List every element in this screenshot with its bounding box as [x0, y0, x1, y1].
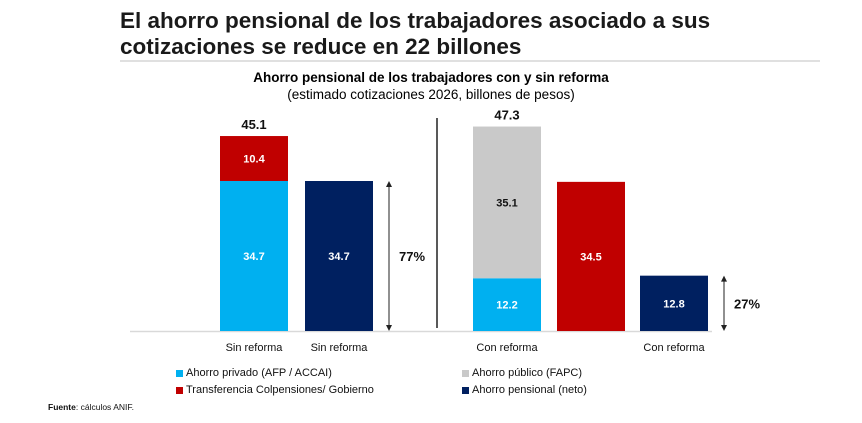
percentage-annotation: 27%: [734, 296, 760, 311]
source-text: : cálculos ANIF.: [75, 402, 134, 412]
legend-swatch: [176, 369, 183, 377]
category-label: Sin reforma: [311, 342, 369, 354]
bar-segment: [220, 136, 288, 181]
source-note: Fuente: cálculos ANIF.: [48, 402, 134, 412]
legend-swatch: [176, 386, 183, 394]
legend-label: Ahorro público (FAPC): [472, 367, 583, 379]
arrow-head-up: [386, 181, 392, 187]
legend-item: Ahorro pensional (neto): [462, 384, 587, 396]
bar-segment: [473, 126, 541, 279]
title-line-2: cotizaciones se reduce en 22 billones: [120, 34, 522, 59]
percentage-annotation: 77%: [399, 249, 425, 264]
data-label: 34.7: [328, 251, 349, 263]
bar-segment: [220, 181, 288, 331]
category-label: Con reforma: [643, 342, 705, 354]
source-label: Fuente: [48, 402, 76, 412]
data-label: 34.7: [243, 251, 264, 263]
data-label: 34.5: [580, 251, 601, 263]
data-label: 35.1: [496, 197, 517, 209]
bar-segment: [640, 275, 708, 331]
category-label: Con reforma: [476, 342, 538, 354]
page-title: El ahorro pensional de los trabajadores …: [120, 8, 710, 60]
arrow-head-down: [721, 325, 727, 331]
total-label: 45.1: [241, 117, 266, 132]
data-label: 12.2: [496, 300, 517, 312]
total-label: 47.3: [494, 108, 519, 123]
bar-segment: [305, 181, 373, 331]
arrow-head-up: [721, 275, 727, 282]
legend-label: Ahorro privado (AFP / ACCAI): [186, 367, 332, 379]
data-label: 12.8: [663, 298, 684, 310]
category-label: Sin reforma: [226, 342, 284, 354]
legend-swatch: [462, 369, 469, 377]
arrow-head-down: [386, 325, 392, 331]
legend-label: Ahorro pensional (neto): [472, 384, 587, 396]
bar-segment: [557, 181, 625, 331]
legend-item: Ahorro público (FAPC): [462, 367, 582, 379]
legend-item: Ahorro privado (AFP / ACCAI): [176, 367, 332, 379]
legend-swatch: [462, 386, 469, 394]
chart-subtitle: (estimado cotizaciones 2026, billones de…: [287, 87, 575, 102]
data-label: 10.4: [243, 154, 265, 166]
legend-item: Transferencia Colpensiones/ Gobierno: [176, 384, 374, 396]
bar-segment: [473, 278, 541, 331]
title-line-1: El ahorro pensional de los trabajadores …: [120, 8, 711, 33]
legend-label: Transferencia Colpensiones/ Gobierno: [186, 384, 374, 396]
title-divider: [120, 60, 820, 62]
chart-title: Ahorro pensional de los trabajadores con…: [253, 70, 609, 85]
